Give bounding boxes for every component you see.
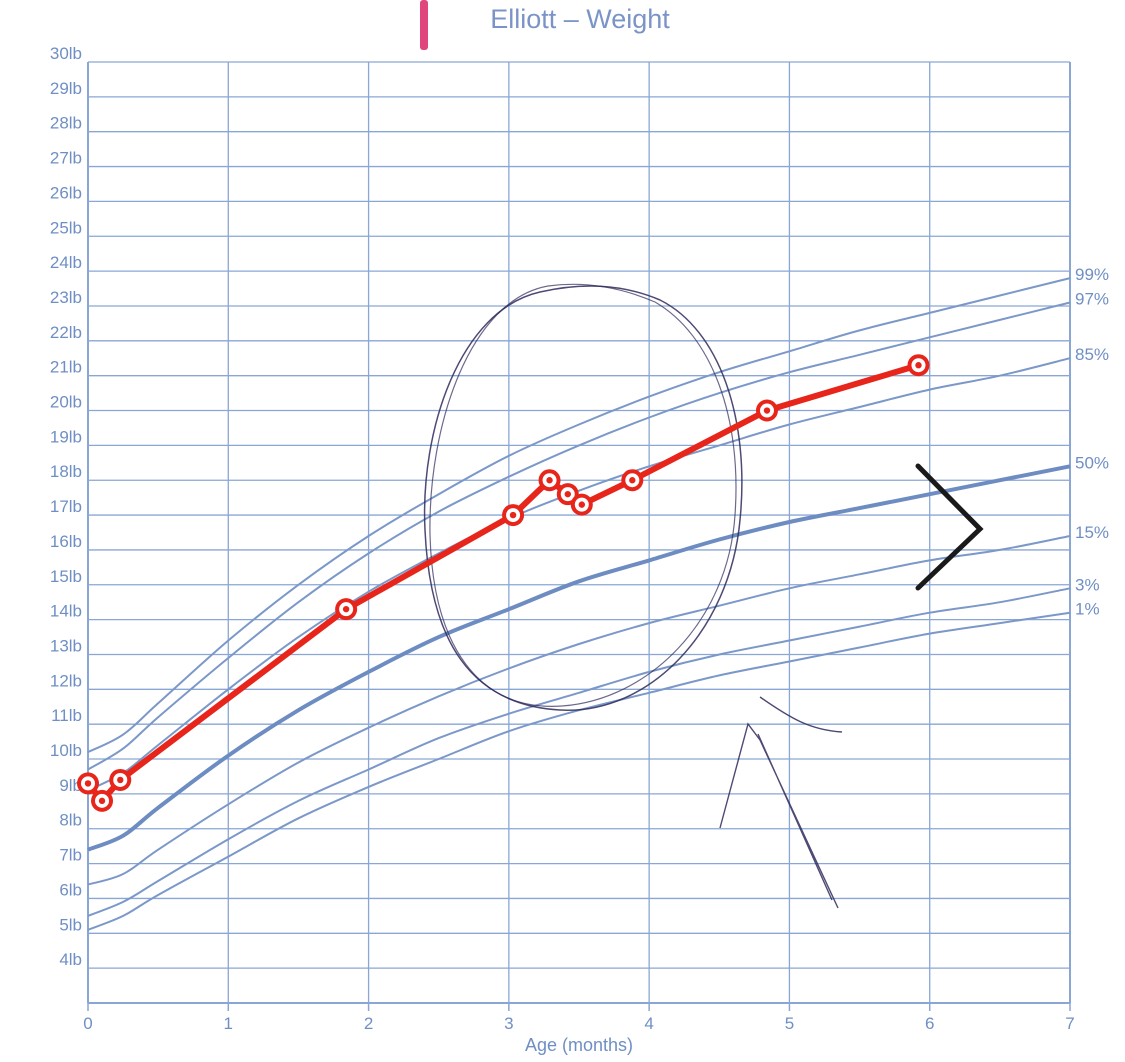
- measurement-point: [538, 469, 561, 492]
- y-tick-label: 16lb: [50, 532, 82, 551]
- percentile-label: 97%: [1075, 289, 1109, 308]
- x-tick-label: 5: [785, 1014, 794, 1033]
- percentile-curves: [87, 277, 1071, 931]
- y-tick-label: 21lb: [50, 358, 82, 377]
- percentile-curve-99pct: [87, 277, 1071, 753]
- y-tick-label: 24lb: [50, 253, 82, 272]
- y-tick-label: 9lb: [59, 776, 82, 795]
- y-tick-label: 22lb: [50, 323, 82, 342]
- measurement-point-center: [578, 501, 586, 508]
- y-tick-label: 28lb: [50, 114, 82, 133]
- y-tick-label: 14lb: [50, 602, 82, 621]
- pink-marker: [420, 0, 428, 50]
- percentile-curve-97pct: [87, 301, 1071, 771]
- percentile-label: 1%: [1075, 600, 1100, 619]
- percentile-curve-3pct: [87, 587, 1071, 917]
- measurement-point: [91, 789, 114, 812]
- y-tick-label: 12lb: [50, 671, 82, 690]
- measurement-point: [621, 469, 644, 492]
- x-tick-label: 4: [644, 1014, 653, 1033]
- measurement-point: [755, 399, 778, 422]
- chart-title: Elliott – Weight: [490, 4, 670, 34]
- measurement-point-center: [98, 797, 106, 805]
- chevron-right-icon: [915, 463, 984, 591]
- y-tick-label: 29lb: [50, 79, 82, 98]
- percentile-label: 15%: [1075, 523, 1109, 542]
- x-tick-label: 3: [504, 1014, 513, 1033]
- percentile-label: 3%: [1075, 575, 1100, 594]
- percentile-curve-50pct: [87, 464, 1071, 852]
- measurement-point: [502, 504, 525, 527]
- y-tick-label: 8lb: [59, 811, 82, 830]
- y-tick-label: 19lb: [50, 427, 82, 446]
- pen-annotations: [423, 283, 984, 909]
- measurement-point: [907, 354, 930, 377]
- measurement-point-center: [342, 605, 350, 613]
- measurement-point: [335, 598, 358, 621]
- y-tick-label: 17lb: [50, 497, 82, 516]
- percentile-curve-1pct: [87, 611, 1071, 931]
- circled-region-stroke-2: [429, 283, 737, 707]
- y-tick-label: 18lb: [50, 462, 82, 481]
- handwritten-arrow-mark: [719, 696, 843, 909]
- y-tick-label: 27lb: [50, 149, 82, 168]
- y-tick-label: 4lb: [59, 950, 82, 969]
- y-tick-label: 6lb: [59, 880, 82, 899]
- x-tick-label: 0: [83, 1014, 92, 1033]
- x-tick-label: 6: [925, 1014, 934, 1033]
- y-tick-label: 11lb: [51, 706, 82, 725]
- y-tick-label: 25lb: [50, 218, 82, 237]
- y-tick-label: 7lb: [59, 846, 82, 865]
- percentile-curve-85pct: [87, 357, 1071, 792]
- measurement-point-center: [546, 477, 553, 484]
- y-tick-label: 15lb: [50, 567, 82, 586]
- circled-region: [423, 285, 743, 711]
- measurement-point-center: [564, 490, 571, 498]
- y-tick-label: 20lb: [50, 393, 82, 412]
- percentile-label: 50%: [1075, 453, 1109, 472]
- measurement-point: [570, 493, 593, 516]
- percentile-label: 99%: [1075, 265, 1109, 284]
- measurement-point-center: [629, 477, 636, 484]
- child-weight-series: [77, 354, 930, 812]
- y-tick-label: 5lb: [59, 915, 82, 934]
- measurement-point-center: [84, 780, 92, 787]
- y-tick-label: 26lb: [50, 183, 82, 202]
- y-tick-label: 30lb: [50, 44, 82, 63]
- measurement-point-center: [915, 362, 922, 369]
- measurement-point-center: [117, 776, 124, 784]
- y-tick-label: 13lb: [50, 636, 82, 655]
- measurement-point: [109, 768, 132, 791]
- axes: 4lb5lb6lb7lb8lb9lb10lb11lb12lb13lb14lb15…: [50, 44, 1109, 1055]
- x-tick-label: 1: [224, 1014, 233, 1033]
- measurement-point-center: [509, 511, 517, 519]
- measurement-point: [77, 772, 99, 795]
- x-axis-title: Age (months): [525, 1035, 633, 1055]
- percentile-curve-15pct: [87, 535, 1071, 886]
- y-tick-label: 23lb: [50, 288, 82, 307]
- x-tick-label: 7: [1065, 1014, 1074, 1033]
- x-tick-label: 2: [364, 1014, 373, 1033]
- y-tick-label: 10lb: [50, 741, 82, 760]
- measurement-point-center: [763, 407, 771, 414]
- percentile-label: 85%: [1075, 345, 1109, 364]
